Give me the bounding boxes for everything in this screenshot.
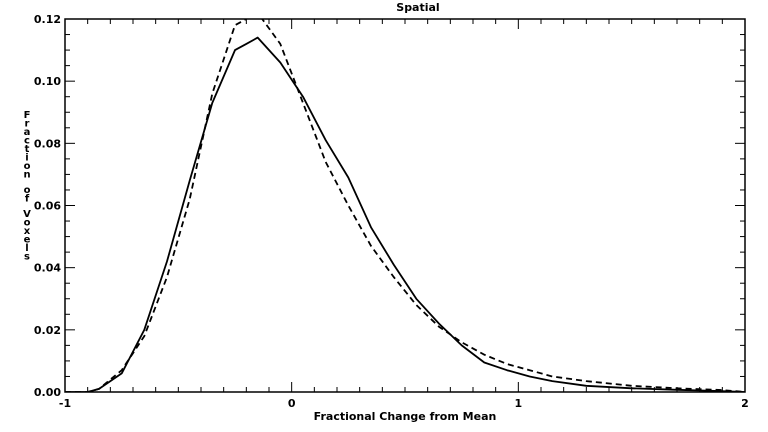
y-axis-label-char: f bbox=[25, 194, 30, 205]
y-tick-label: 0.02 bbox=[34, 324, 61, 337]
y-tick-label: 0.10 bbox=[34, 75, 61, 88]
y-axis-label-char: l bbox=[25, 243, 28, 254]
y-axis-label-char: t bbox=[25, 144, 30, 155]
y-axis-label-char: e bbox=[24, 235, 31, 246]
series-layer bbox=[65, 19, 745, 392]
x-axis-label: Fractional Change from Mean bbox=[314, 410, 497, 423]
x-tick-label: -1 bbox=[59, 397, 71, 410]
dashed-series-line bbox=[65, 19, 745, 392]
y-tick-label: 0.08 bbox=[34, 137, 61, 150]
y-axis-label-char: o bbox=[24, 161, 31, 172]
x-tick-label: 1 bbox=[515, 397, 523, 410]
plot-frame bbox=[64, 18, 746, 393]
tick-labels: -1 0 1 2 0.00 0.02 0.04 0.06 0.08 0.10 0.12 bbox=[34, 13, 749, 410]
solid-series-line bbox=[65, 36, 745, 392]
y-axis-label-char: x bbox=[24, 226, 31, 237]
x-tick-label: 2 bbox=[741, 397, 749, 410]
y-tick-label: 0.06 bbox=[34, 200, 61, 213]
chart-title: Spatial bbox=[396, 1, 439, 14]
y-tick-label: 0.04 bbox=[34, 262, 61, 275]
x-tick-label: 0 bbox=[288, 397, 296, 410]
tick-marks bbox=[64, 18, 746, 393]
y-axis-label-char: r bbox=[25, 119, 30, 130]
y-axis-label-char: F bbox=[24, 110, 31, 121]
y-axis-label-char: c bbox=[24, 136, 30, 147]
y-tick-label: 0.12 bbox=[34, 13, 61, 26]
y-axis-label-char: V bbox=[23, 209, 31, 220]
y-axis-label-char: n bbox=[23, 170, 30, 181]
y-tick-label: 0.00 bbox=[34, 386, 61, 399]
y-axis-label-char: s bbox=[24, 252, 30, 263]
y-axis-label-char: o bbox=[24, 218, 31, 229]
y-axis-label-char: o bbox=[24, 185, 31, 196]
y-axis-label-char: i bbox=[25, 153, 28, 164]
y-axis-label-char: a bbox=[24, 127, 31, 138]
